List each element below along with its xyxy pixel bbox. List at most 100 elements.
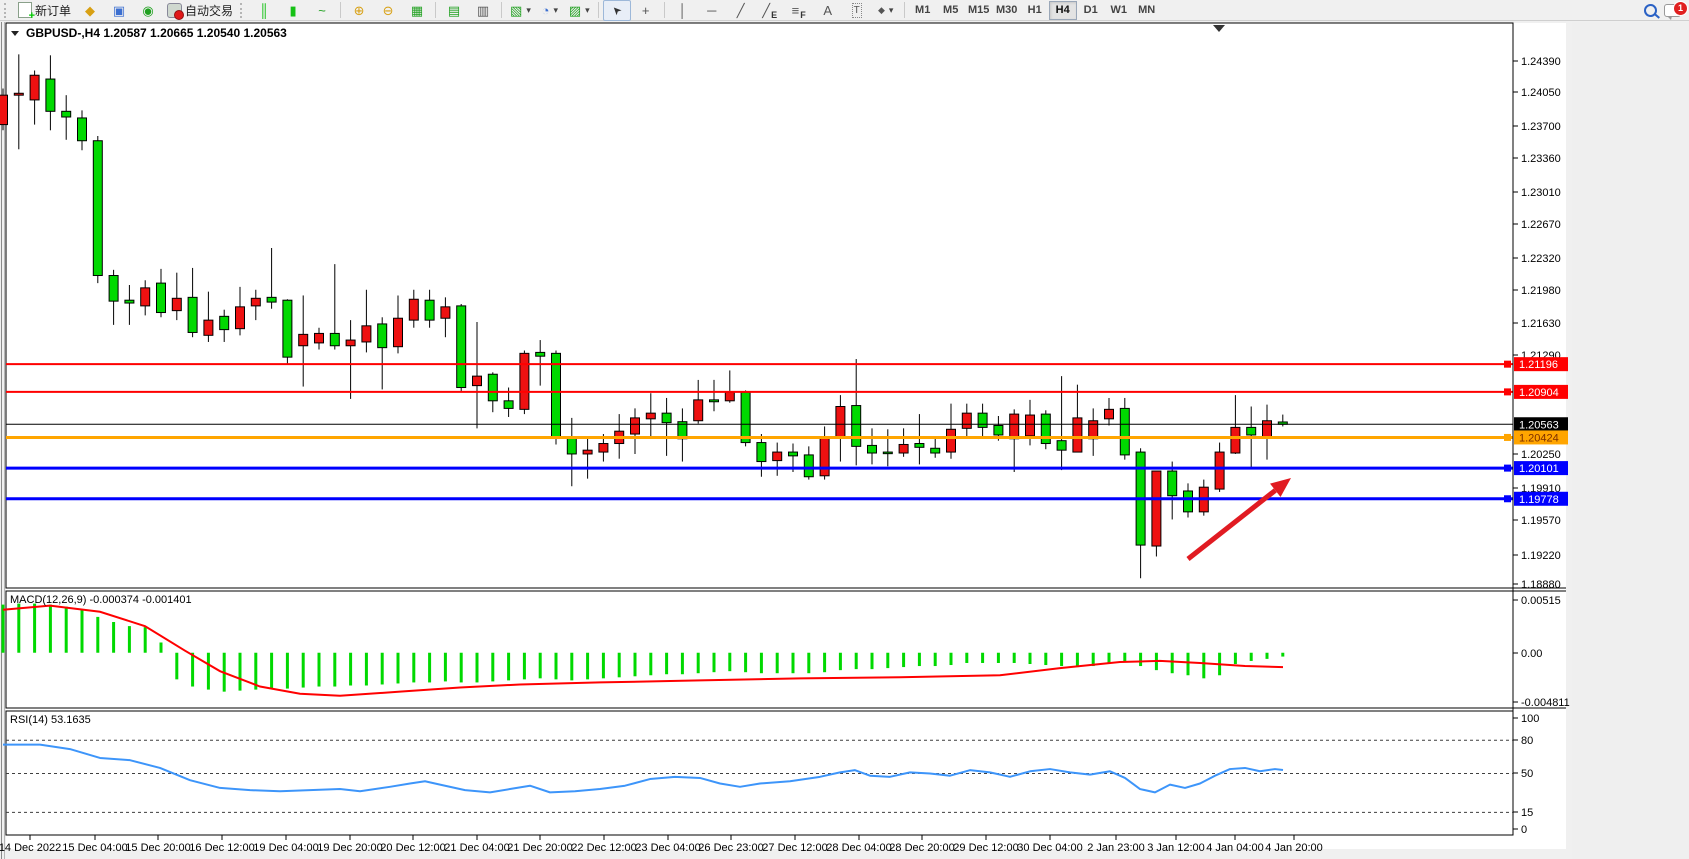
trend-arrow[interactable] bbox=[1186, 478, 1291, 561]
time-tick-label: 15 Dec 04:00 bbox=[62, 842, 127, 854]
resistance-line-2-handle[interactable] bbox=[1504, 388, 1511, 396]
navigator-button[interactable]: ▣ bbox=[105, 0, 133, 21]
timeframe-m30[interactable]: M30 bbox=[995, 4, 1018, 16]
candle-body bbox=[408, 298, 419, 321]
timeframe-w1[interactable]: W1 bbox=[1110, 4, 1127, 16]
macd-histogram-bar bbox=[949, 652, 953, 666]
timeframe-m5[interactable]: M5 bbox=[943, 4, 959, 16]
trendline-button[interactable]: ╱ bbox=[727, 0, 755, 21]
support-line-2-handle[interactable] bbox=[1504, 495, 1511, 503]
chart-shift-marker[interactable] bbox=[1213, 25, 1225, 32]
macd-histogram-bar bbox=[1107, 652, 1111, 664]
macd-histogram-bar bbox=[17, 603, 21, 653]
periods-button[interactable]: ◔ ▾ bbox=[536, 0, 564, 21]
macd-histogram-bar bbox=[80, 609, 84, 653]
cursor-button[interactable]: ➤ bbox=[602, 0, 631, 21]
candle-body bbox=[156, 282, 166, 314]
search-icon[interactable] bbox=[1644, 3, 1660, 19]
support-line-1-handle[interactable] bbox=[1504, 464, 1511, 472]
candle-body bbox=[1072, 417, 1083, 453]
timeframe-m1[interactable]: M1 bbox=[915, 4, 931, 16]
macd-histogram-bar bbox=[175, 652, 179, 680]
tile-windows-button[interactable]: ▦ bbox=[403, 0, 431, 21]
zoom-in-button[interactable]: ⊕ bbox=[345, 0, 373, 21]
macd-histogram-bar bbox=[301, 652, 305, 688]
crosshair-button[interactable]: + bbox=[632, 0, 660, 21]
candle-body bbox=[566, 437, 577, 455]
new-order-button[interactable]: + 新订单 bbox=[14, 0, 75, 22]
macd-histogram-bar bbox=[807, 652, 811, 674]
time-tick-label: 21 Dec 04:00 bbox=[444, 842, 509, 854]
horizontal-line-button[interactable]: ─ bbox=[698, 0, 726, 21]
zoom-out-button[interactable]: ⊖ bbox=[374, 0, 402, 21]
price-axis[interactable]: 1.24390 1.24050 1.23700 1.23360 1.23010 1.226… bbox=[1512, 23, 1568, 835]
dropdown-arrow-icon: ▾ bbox=[553, 4, 559, 15]
pivot-line-handle[interactable] bbox=[1504, 433, 1511, 441]
indicators-button[interactable]: ▨ ▾ bbox=[565, 0, 594, 21]
resistance-line-1-handle[interactable] bbox=[1504, 360, 1511, 368]
candle-body bbox=[977, 412, 988, 428]
candle-body bbox=[187, 296, 198, 333]
shapes-button[interactable]: ◆ ▾ bbox=[872, 0, 900, 21]
fibonacci-button[interactable]: ≡ F bbox=[791, 2, 806, 20]
time-tick-label: 3 Jan 12:00 bbox=[1147, 842, 1205, 854]
rsi-tick-label: 100 bbox=[1521, 713, 1539, 725]
channel-button[interactable]: ╱ E bbox=[762, 2, 778, 20]
candle-body bbox=[693, 399, 704, 422]
timeframe-h1[interactable]: H1 bbox=[1027, 4, 1042, 16]
vertical-line-button[interactable]: │ bbox=[669, 0, 697, 21]
terminal-button[interactable]: ◉ bbox=[134, 0, 162, 21]
macd-histogram-bar bbox=[538, 652, 542, 679]
macd-histogram-bar bbox=[143, 627, 147, 653]
new-chart-button[interactable]: ▧ ▾ bbox=[506, 0, 535, 21]
text-label-button[interactable]: T bbox=[843, 0, 871, 21]
candle-body bbox=[851, 405, 862, 447]
auto-arrange-button[interactable]: ▤ bbox=[440, 0, 468, 21]
symbol-dropdown-icon[interactable] bbox=[11, 31, 19, 36]
chart-shift-button[interactable]: ▥ bbox=[469, 0, 497, 21]
macd-histogram-bar bbox=[1091, 652, 1095, 667]
macd-histogram-bar bbox=[1249, 652, 1253, 661]
candle-body bbox=[582, 449, 593, 455]
bar-chart-button[interactable]: ║ bbox=[250, 0, 278, 21]
timeframe-mn[interactable]: MN bbox=[1138, 4, 1156, 16]
main-plot bbox=[5, 22, 1514, 589]
candle-body bbox=[140, 287, 151, 307]
channel-icon: ╱ bbox=[762, 2, 771, 18]
market-watch-button[interactable]: ◆ bbox=[76, 0, 104, 21]
timeframe-h4[interactable]: H4 bbox=[1048, 0, 1077, 20]
candle-body bbox=[709, 399, 719, 403]
rsi-label: RSI(14) 53.1635 bbox=[10, 714, 91, 726]
timeframe-m15[interactable]: M15 bbox=[967, 4, 990, 16]
time-tick-label: 15 Dec 20:00 bbox=[125, 842, 190, 854]
candlestick-chart-button[interactable]: ▮ bbox=[279, 0, 307, 21]
market-watch-icon: ◆ bbox=[85, 2, 96, 18]
price-tick-label: 1.23360 bbox=[1521, 153, 1561, 165]
timeframe-d1[interactable]: D1 bbox=[1083, 4, 1098, 16]
candle-body bbox=[219, 315, 230, 331]
toolbar-separator bbox=[903, 2, 905, 18]
toolbar-grip[interactable] bbox=[240, 2, 247, 18]
resistance-line-1-price-tag bbox=[1514, 357, 1568, 372]
macd-histogram-bar bbox=[1075, 652, 1079, 668]
text-button[interactable]: A bbox=[814, 0, 842, 21]
resistance-line-1-price-tag-text: 1.21196 bbox=[1519, 359, 1558, 371]
crosshair-icon: + bbox=[641, 2, 650, 18]
chart-title-group: GBPUSD-,H4 1.20587 1.20665 1.20540 1.205… bbox=[11, 26, 287, 40]
time-tick-label: 22 Dec 12:00 bbox=[571, 842, 636, 854]
toolbar-grip[interactable] bbox=[4, 2, 11, 18]
price-tick-label: 1.24390 bbox=[1521, 56, 1561, 68]
line-chart-button[interactable]: ~ bbox=[308, 0, 336, 21]
time-tick-label: 27 Dec 12:00 bbox=[762, 842, 827, 854]
time-tick-label: 29 Dec 12:00 bbox=[953, 842, 1018, 854]
macd-histogram-bar bbox=[744, 652, 748, 673]
candle-body bbox=[519, 352, 530, 410]
chat-icon[interactable]: 1 bbox=[1664, 0, 1688, 20]
macd-histogram-bar bbox=[633, 652, 637, 677]
autotrading-button[interactable]: 自动交易 bbox=[163, 0, 237, 21]
candle-body bbox=[645, 412, 656, 420]
chart-canvas[interactable]: GBPUSD-,H4 1.20587 1.20665 1.20540 1.205… bbox=[0, 21, 1689, 859]
candle-body bbox=[503, 400, 514, 409]
macd-histogram-bar bbox=[127, 626, 131, 653]
